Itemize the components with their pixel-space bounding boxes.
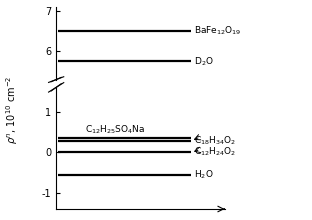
Text: C$_{12}$H$_{25}$SO$_4$Na: C$_{12}$H$_{25}$SO$_4$Na <box>85 123 145 136</box>
Text: H$_2$O: H$_2$O <box>194 169 214 181</box>
Text: C$_{18}$H$_{34}$O$_2$: C$_{18}$H$_{34}$O$_2$ <box>194 135 236 147</box>
Text: C$_{12}$H$_{24}$O$_2$: C$_{12}$H$_{24}$O$_2$ <box>194 146 236 158</box>
Text: BaFe$_{12}$O$_{19}$: BaFe$_{12}$O$_{19}$ <box>194 25 242 37</box>
Text: D$_2$O: D$_2$O <box>194 55 214 68</box>
Text: $\rho^n$, 10$^{10}$ cm$^{-2}$: $\rho^n$, 10$^{10}$ cm$^{-2}$ <box>5 76 20 144</box>
